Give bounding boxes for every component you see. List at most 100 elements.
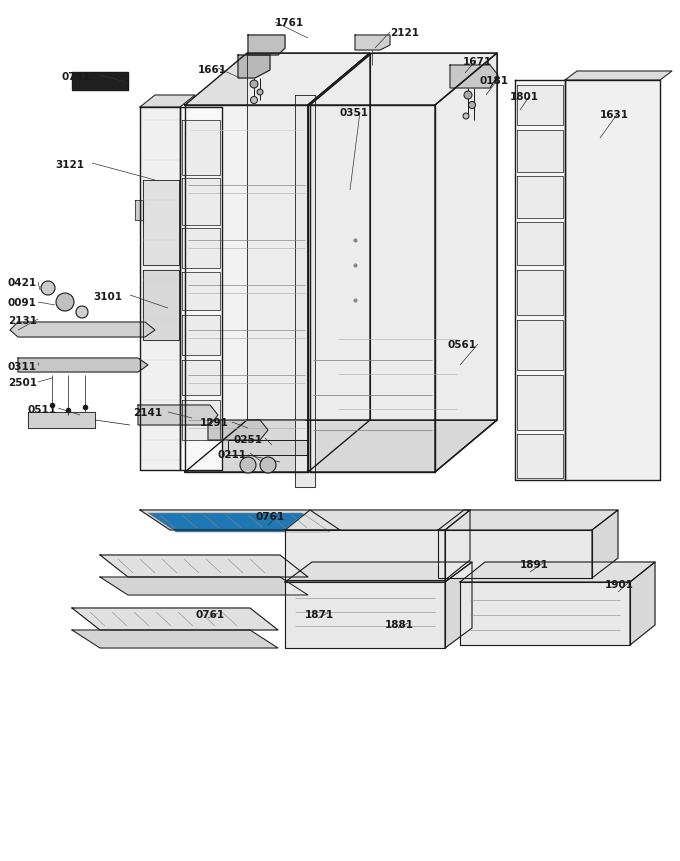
Polygon shape — [438, 530, 592, 578]
Text: 0311: 0311 — [8, 362, 37, 372]
Polygon shape — [460, 582, 630, 645]
Polygon shape — [72, 608, 278, 630]
Text: 0561: 0561 — [448, 340, 477, 350]
Polygon shape — [517, 320, 563, 370]
Polygon shape — [185, 105, 308, 472]
Polygon shape — [248, 35, 285, 55]
Text: 2131: 2131 — [8, 316, 37, 326]
Text: 1671: 1671 — [463, 57, 492, 67]
Text: 1891: 1891 — [520, 560, 549, 570]
Text: 0761: 0761 — [255, 512, 284, 522]
Polygon shape — [138, 405, 218, 425]
Polygon shape — [208, 420, 268, 440]
Polygon shape — [295, 95, 315, 487]
Polygon shape — [285, 510, 470, 530]
Circle shape — [260, 457, 276, 473]
Polygon shape — [135, 200, 143, 220]
Text: 0511: 0511 — [28, 405, 57, 415]
Circle shape — [469, 102, 475, 108]
Text: 0181: 0181 — [480, 76, 509, 86]
Polygon shape — [285, 582, 445, 648]
Polygon shape — [517, 434, 563, 478]
Text: 1661: 1661 — [198, 65, 227, 75]
Polygon shape — [182, 228, 220, 268]
Text: 2501: 2501 — [8, 378, 37, 388]
Polygon shape — [18, 358, 148, 372]
Text: 0351: 0351 — [340, 108, 369, 118]
Polygon shape — [182, 272, 220, 310]
Polygon shape — [185, 53, 370, 105]
Text: 0211: 0211 — [218, 450, 247, 460]
Text: 1631: 1631 — [600, 110, 629, 120]
Polygon shape — [148, 513, 330, 532]
Circle shape — [464, 91, 472, 99]
Polygon shape — [140, 107, 180, 470]
Polygon shape — [565, 71, 672, 80]
Polygon shape — [517, 222, 563, 265]
Polygon shape — [180, 107, 222, 470]
Polygon shape — [310, 53, 497, 105]
Polygon shape — [10, 322, 155, 337]
Polygon shape — [182, 360, 220, 395]
Polygon shape — [517, 130, 563, 172]
Polygon shape — [140, 95, 195, 107]
Circle shape — [250, 80, 258, 88]
Text: 3101: 3101 — [93, 292, 122, 302]
Polygon shape — [143, 270, 179, 340]
Polygon shape — [285, 530, 445, 580]
Polygon shape — [185, 420, 497, 472]
Polygon shape — [435, 53, 497, 472]
Polygon shape — [438, 510, 618, 530]
Text: 0741: 0741 — [62, 72, 91, 82]
Polygon shape — [285, 562, 472, 582]
Polygon shape — [308, 53, 370, 472]
Text: 0251: 0251 — [234, 435, 263, 445]
Polygon shape — [592, 510, 618, 578]
Polygon shape — [515, 80, 565, 480]
Text: 0091: 0091 — [8, 298, 37, 308]
Text: 3121: 3121 — [55, 160, 84, 170]
Polygon shape — [517, 85, 563, 125]
Text: 2141: 2141 — [133, 408, 162, 418]
Polygon shape — [100, 577, 308, 595]
Text: 1881: 1881 — [385, 620, 414, 630]
Polygon shape — [630, 562, 655, 645]
Polygon shape — [72, 630, 278, 648]
Polygon shape — [228, 440, 308, 455]
Polygon shape — [355, 35, 390, 50]
Circle shape — [250, 96, 258, 103]
Circle shape — [76, 306, 88, 318]
Polygon shape — [445, 510, 470, 580]
Polygon shape — [517, 375, 563, 430]
Circle shape — [56, 293, 74, 311]
Text: 0761: 0761 — [196, 610, 225, 620]
Polygon shape — [182, 178, 220, 225]
Polygon shape — [72, 72, 128, 90]
Polygon shape — [247, 53, 497, 420]
Circle shape — [257, 89, 263, 95]
Polygon shape — [28, 412, 95, 428]
Polygon shape — [100, 555, 308, 577]
Text: 1871: 1871 — [305, 610, 334, 620]
Text: 1761: 1761 — [275, 18, 304, 28]
Polygon shape — [140, 510, 340, 530]
Text: 1901: 1901 — [605, 580, 634, 590]
Polygon shape — [565, 80, 660, 480]
Text: 0421: 0421 — [8, 278, 37, 288]
Polygon shape — [143, 180, 179, 265]
Polygon shape — [445, 562, 472, 648]
Circle shape — [41, 281, 55, 295]
Polygon shape — [182, 400, 220, 440]
Text: 2121: 2121 — [390, 28, 419, 38]
Polygon shape — [310, 105, 435, 472]
Polygon shape — [517, 270, 563, 315]
Polygon shape — [238, 55, 270, 78]
Circle shape — [463, 113, 469, 119]
Circle shape — [240, 457, 256, 473]
Polygon shape — [182, 315, 220, 355]
Text: 1291: 1291 — [200, 418, 229, 428]
Polygon shape — [450, 65, 498, 88]
Polygon shape — [460, 562, 655, 582]
Polygon shape — [182, 120, 220, 175]
Polygon shape — [517, 176, 563, 218]
